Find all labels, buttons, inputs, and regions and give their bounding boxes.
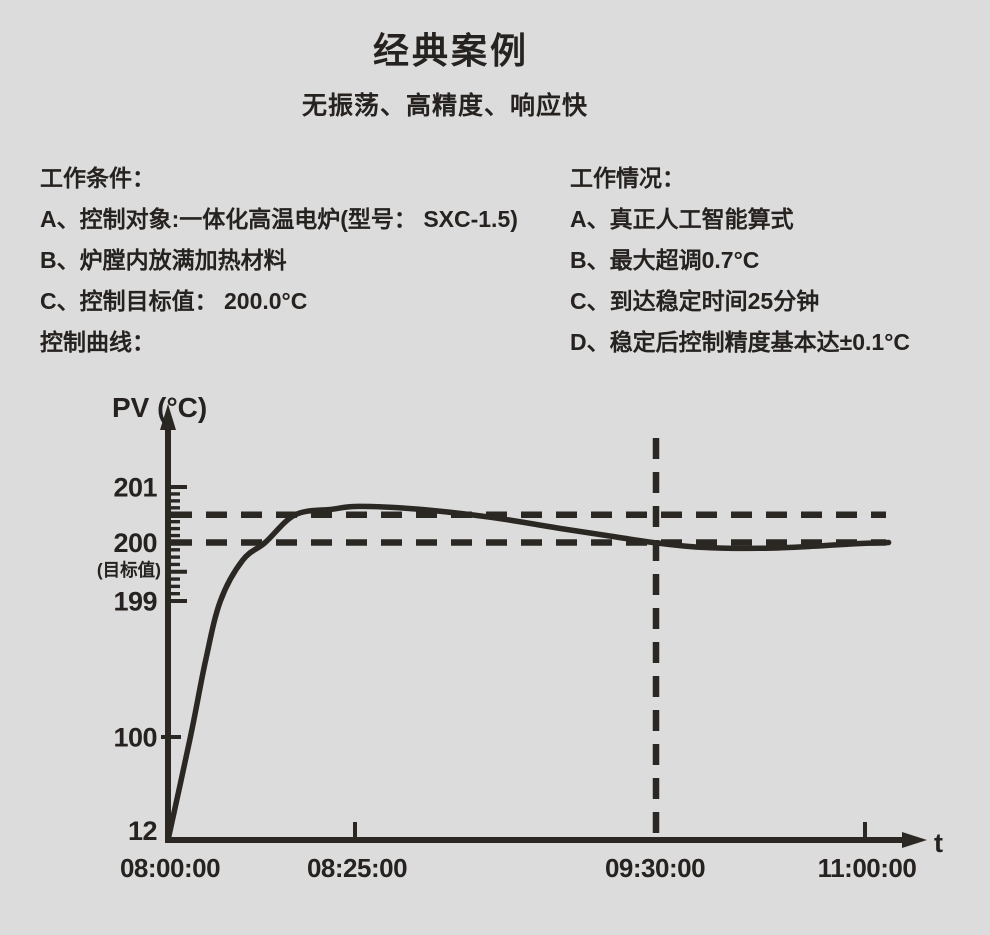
x-axis-label: 11:00:00: [818, 853, 917, 883]
y-axis-label: 200: [113, 528, 157, 558]
performance-item: C、到达稳定时间25分钟: [570, 288, 820, 314]
page-title: 经典案例: [372, 30, 529, 71]
performance-list: A、真正人工智能算式 B、最大超调0.7°C C、到达稳定时间25分钟 D、稳定后控制…: [570, 199, 910, 363]
y-axis-label: 201: [113, 473, 157, 503]
performance-item: B、最大超调0.7°C: [570, 247, 760, 273]
y-axis-label: 199: [113, 587, 157, 617]
y-axis-label: 12: [128, 816, 157, 846]
page-subtitle: 无振荡、高精度、响应快: [301, 92, 588, 120]
x-axis-label: 08:25:00: [307, 853, 407, 883]
x-axis-title: t: [934, 828, 943, 858]
target-value-label: (目标值): [97, 560, 161, 580]
pv-curve: [165, 503, 892, 843]
control-curve-label: 控制曲线：: [40, 329, 155, 355]
condition-item: B、炉膛内放满加热材料: [40, 247, 287, 273]
x-axis-label: 08:00:00: [120, 853, 220, 883]
performance-heading: 工作情况：: [570, 165, 685, 191]
x-axis-label: 09:30:00: [605, 853, 705, 883]
conditions-heading: 工作条件：: [40, 165, 155, 191]
conditions-list: A、控制对象:一体化高温电炉(型号： SXC-1.5) B、炉膛内放满加热材料 C、…: [40, 199, 518, 322]
y-axis-label: 100: [113, 723, 157, 753]
working-conditions-section: 工作条件： A、控制对象:一体化高温电炉(型号： SXC-1.5) B、炉膛内放满…: [40, 158, 518, 363]
performance-item: D、稳定后控制精度基本达±0.1°C: [570, 329, 911, 355]
working-performance-section: 工作情况： A、真正人工智能算式 B、最大超调0.7°C C、到达稳定时间25分钟 D…: [570, 158, 910, 363]
y-axis-arrow-icon: [160, 404, 176, 430]
x-axis-arrow-icon: [902, 832, 927, 848]
condition-item: C、控制目标值： 200.0°C: [40, 288, 308, 314]
performance-item: A、真正人工智能算式: [570, 206, 794, 232]
y-axis-title: PV (°C): [112, 392, 207, 423]
condition-item: A、控制对象:一体化高温电炉(型号： SXC-1.5): [40, 206, 518, 232]
